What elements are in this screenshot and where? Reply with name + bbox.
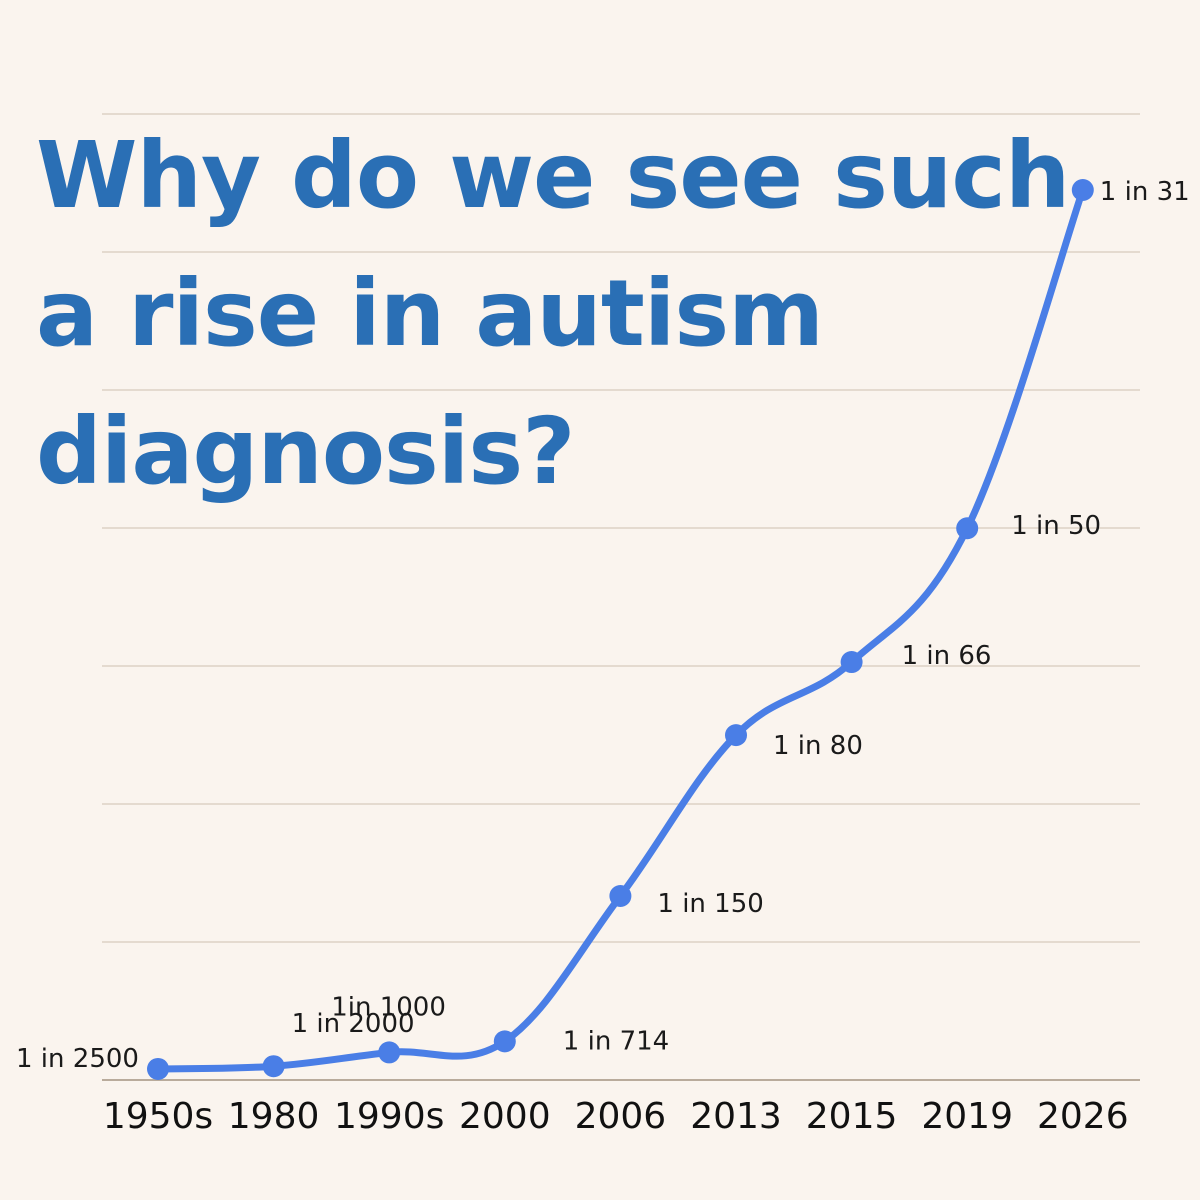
data-label-2000: 1 in 714 bbox=[563, 1026, 669, 1056]
data-label-1950s: 1 in 2500 bbox=[16, 1044, 139, 1074]
x-tick-2026: 2026 bbox=[1037, 1096, 1129, 1137]
x-tick-2013: 2013 bbox=[690, 1096, 782, 1137]
x-tick-2000: 2000 bbox=[459, 1096, 551, 1137]
title-line-3: diagnosis? bbox=[36, 398, 574, 505]
data-label-2019: 1 in 50 bbox=[1011, 511, 1101, 541]
x-tick-1980: 1980 bbox=[228, 1096, 320, 1137]
x-tick-2006: 2006 bbox=[575, 1096, 667, 1137]
data-point-1990s bbox=[378, 1041, 401, 1064]
data-label-2013: 1 in 80 bbox=[773, 731, 863, 761]
data-point-2015 bbox=[840, 651, 863, 674]
data-point-2013 bbox=[725, 724, 747, 747]
data-label-1980: 1 in 2000 bbox=[292, 1009, 415, 1039]
gridlines bbox=[102, 113, 1140, 943]
data-points bbox=[147, 179, 1094, 1080]
data-label-1990s: 1in 1000 bbox=[331, 992, 446, 1022]
data-label-2026: 1 in 31 bbox=[1100, 177, 1190, 207]
x-tick-2015: 2015 bbox=[806, 1096, 898, 1137]
data-point-2000 bbox=[493, 1030, 516, 1053]
x-tick-1950s: 1950s bbox=[103, 1096, 213, 1137]
x-tick-labels: 1950s 1980 1990s 2000 2006 2013 2015 2019 2026 bbox=[103, 1096, 1129, 1137]
x-tick-1990s: 1990s bbox=[334, 1096, 444, 1137]
data-point-2026 bbox=[1071, 179, 1094, 201]
chart-title: Why do we see such a rise in autism diag… bbox=[36, 122, 1070, 505]
data-point-2006 bbox=[609, 884, 632, 907]
data-point-1980 bbox=[262, 1055, 285, 1078]
title-line-1: Why do we see such bbox=[36, 122, 1069, 229]
data-point-1950s bbox=[147, 1057, 169, 1080]
data-point-2019 bbox=[956, 517, 979, 540]
title-line-2: a rise in autism bbox=[36, 260, 823, 367]
data-label-2015: 1 in 66 bbox=[902, 641, 992, 671]
data-label-2006: 1 in 150 bbox=[657, 889, 763, 919]
x-tick-2019: 2019 bbox=[921, 1096, 1013, 1137]
